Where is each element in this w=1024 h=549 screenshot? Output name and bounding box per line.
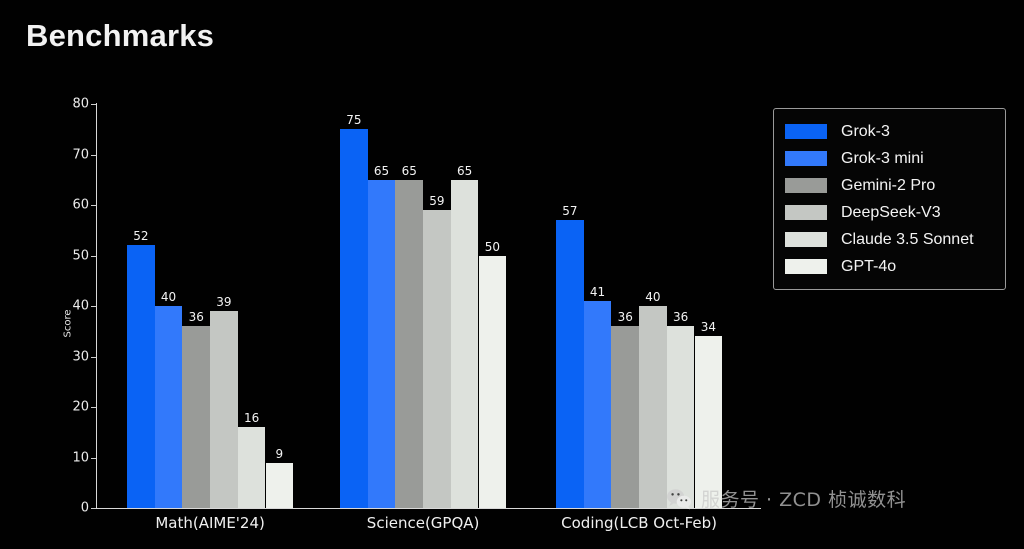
plot-area: 52 40 36 39 16 9 75 65 65 59 65 50 57 41 36 40 36 34 — [97, 104, 760, 508]
y-tick-mark — [91, 306, 96, 307]
legend-item[interactable]: Gemini-2 Pro — [785, 172, 995, 199]
bar-value-label: 50 — [484, 239, 500, 254]
bar-group: 57 41 36 40 36 34 — [556, 104, 723, 508]
bar-value-label: 9 — [275, 446, 284, 461]
bar-value-label: 41 — [589, 284, 606, 299]
bar-value-label: 36 — [673, 310, 689, 325]
legend-swatch — [785, 232, 827, 247]
legend-item[interactable]: Claude 3.5 Sonnet — [785, 226, 995, 253]
y-tick-mark — [91, 457, 96, 459]
y-tick-mark — [91, 104, 96, 105]
bar-group: 75 65 65 59 65 50 — [340, 104, 507, 508]
legend-label: GPT-4o — [841, 257, 897, 275]
bar-value-label: 36 — [617, 310, 633, 325]
x-tick-label: Science(GPQA) — [366, 514, 480, 532]
x-tick-label: Coding(LCB Oct-Feb) — [561, 514, 718, 532]
y-tick-label: 80 — [72, 96, 89, 112]
bar-value-label: 65 — [457, 163, 473, 178]
page-title: Benchmarks — [26, 18, 215, 53]
legend-item[interactable]: Grok-3 — [785, 118, 995, 145]
bar[interactable]: 36 — [182, 311, 211, 508]
bar[interactable]: 57 — [556, 205, 584, 508]
bar[interactable]: 59 — [423, 195, 451, 508]
bar-value-label: 39 — [216, 295, 232, 310]
y-tick-label: 60 — [72, 197, 89, 213]
y-tick-label: 40 — [72, 298, 89, 314]
wechat-icon — [667, 488, 692, 509]
y-tick-mark — [91, 154, 96, 156]
bar[interactable]: 39 — [210, 296, 238, 508]
legend-swatch — [785, 178, 827, 193]
y-tick-mark — [91, 407, 96, 408]
x-tick-label: Math(AIME'24) — [155, 514, 265, 532]
y-axis-ticks: 0 10 20 30 40 50 60 70 80 — [0, 0, 89, 549]
bar-value-label: 36 — [188, 310, 204, 325]
bar[interactable]: 50 — [478, 241, 507, 508]
bar-value-label: 34 — [700, 320, 716, 335]
legend-label: Grok-3 — [841, 122, 890, 140]
bar-value-label: 65 — [401, 163, 417, 178]
bar-value-label: 65 — [373, 163, 390, 178]
bar-value-label: 75 — [346, 113, 362, 128]
legend-swatch — [785, 259, 827, 274]
bar-value-label: 57 — [562, 204, 578, 219]
bar-value-label: 40 — [160, 290, 177, 304]
legend-swatch — [785, 205, 827, 220]
bar-value-label: 59 — [429, 194, 445, 209]
x-axis-spine — [96, 508, 761, 509]
y-axis-spine — [96, 103, 97, 509]
bar[interactable]: 75 — [340, 114, 368, 508]
bar[interactable]: 36 — [611, 311, 640, 508]
legend-item[interactable]: Grok-3 mini — [785, 145, 995, 172]
bar[interactable]: 65 — [395, 165, 424, 508]
bar[interactable]: 40 — [639, 291, 667, 508]
legend-item[interactable]: GPT-4o — [785, 253, 995, 280]
legend-label: Grok-3 mini — [841, 149, 924, 167]
y-tick-label: 0 — [80, 500, 89, 516]
bar[interactable]: 16 — [237, 412, 266, 508]
bar[interactable]: 36 — [666, 311, 695, 508]
legend-label: DeepSeek-V3 — [841, 203, 941, 221]
bar-value-label: 16 — [244, 411, 260, 426]
bar-value-label: 40 — [645, 290, 661, 304]
legend-swatch — [785, 151, 827, 166]
watermark-text: 服务号 · ZCD 桢诚数科 — [701, 489, 907, 511]
bar-group: 52 40 36 39 16 9 — [127, 104, 294, 508]
y-tick-label: 20 — [72, 399, 89, 415]
legend-item[interactable]: DeepSeek-V3 — [785, 199, 995, 226]
y-tick-mark — [91, 508, 96, 509]
bar[interactable]: 9 — [265, 448, 294, 508]
bar[interactable]: 52 — [127, 230, 155, 508]
legend-swatch — [785, 124, 827, 139]
watermark: 服务号 · ZCD 桢诚数科 — [666, 485, 906, 512]
bar[interactable]: 40 — [154, 291, 183, 508]
y-tick-label: 30 — [72, 349, 89, 364]
y-tick-label: 50 — [72, 248, 89, 263]
bar[interactable]: 41 — [583, 286, 612, 508]
bar[interactable]: 65 — [450, 165, 479, 508]
y-tick-mark — [91, 205, 96, 206]
y-tick-mark — [91, 356, 96, 358]
legend-label: Gemini-2 Pro — [841, 176, 936, 194]
y-tick-mark — [91, 255, 96, 257]
bar[interactable]: 65 — [367, 165, 396, 508]
bar-value-label: 52 — [133, 229, 149, 244]
y-tick-label: 70 — [72, 147, 89, 162]
chart-legend: Grok-3 Grok-3 mini Gemini-2 Pro DeepSeek-V3… — [773, 108, 1006, 290]
y-axis-label: Score — [62, 309, 74, 338]
y-tick-label: 10 — [72, 450, 89, 465]
bar[interactable]: 34 — [694, 321, 723, 508]
legend-label: Claude 3.5 Sonnet — [841, 230, 974, 248]
